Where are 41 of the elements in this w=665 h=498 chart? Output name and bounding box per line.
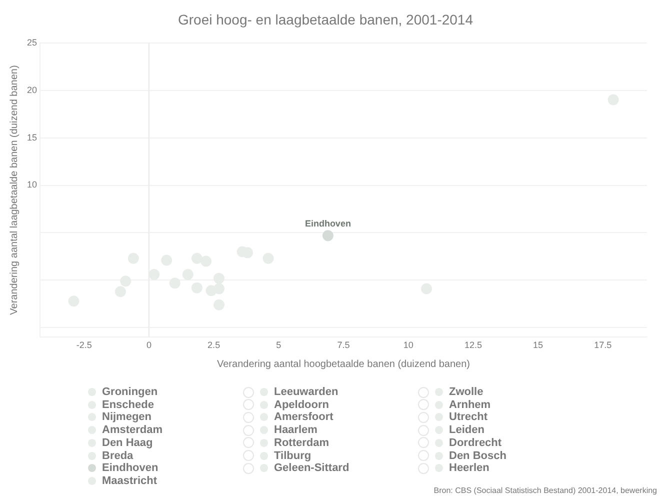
x-tick-label: 10 — [403, 340, 414, 350]
y-tick-label: 15 — [26, 132, 38, 142]
legend-label: Leiden — [449, 424, 484, 436]
point — [322, 230, 334, 242]
x-tick-label: 7.5 — [337, 340, 350, 350]
y-tick-label: 20 — [26, 84, 38, 95]
text: Bron: CBS (Sociaal Statistisch Bestand) 2001-2014, bewerking — [434, 486, 657, 495]
legend-label: Eindhoven — [102, 462, 158, 474]
legend-label: Den Bosch — [449, 450, 506, 462]
legend-label: Tilburg — [274, 450, 312, 462]
legend-label: Leeuwarden — [274, 386, 338, 398]
legend-label: Groningen — [102, 386, 158, 398]
x-tick-label: 5 — [276, 340, 282, 350]
x-tick-label: 12.5 — [464, 340, 482, 350]
legend-label: Dordrecht — [449, 436, 502, 449]
legend-label: Haarlem — [274, 424, 318, 436]
legend-label: Geleen-Sittard — [274, 462, 350, 474]
chart-title: Groei hoog- en laagbetaalde banen, 2001-2014 — [178, 11, 474, 28]
x-tick-label: 17.5 — [594, 340, 612, 350]
y-tick-label: 25 — [26, 37, 38, 48]
legend-label: Zwolle — [449, 386, 484, 398]
annotation: Eindhoven — [304, 218, 351, 229]
legend-label: Breda — [102, 450, 134, 462]
x-tick-label: -2.5 — [76, 340, 92, 350]
legend-label: Rotterdam — [274, 436, 330, 449]
x-axis-title: Verandering aantal hoogbetaalde banen (duizend banen) — [217, 358, 470, 370]
legend-label: Arnhem — [449, 398, 491, 411]
x-tick-label: 15 — [533, 340, 544, 350]
legend-label: Enschede — [102, 398, 154, 411]
legend-label: Amsterdam — [102, 424, 163, 436]
legend-label: Amersfoort — [274, 411, 334, 424]
legend-label: Heerlen — [449, 462, 490, 474]
legend-label: Maastricht — [102, 474, 158, 487]
legend-label: Den Haag — [102, 436, 153, 449]
x-tick-label: 2.5 — [208, 340, 220, 350]
legend-label: Utrecht — [449, 411, 488, 424]
legend-label: Nijmegen — [102, 411, 152, 424]
legend-label: Apeldoorn — [274, 398, 329, 411]
y-tick-label: 10 — [26, 180, 38, 190]
y-axis-title: Verandering aantal laagbetaalde banen (duizend banen) — [8, 65, 20, 315]
x-tick-label: 0 — [146, 340, 152, 350]
